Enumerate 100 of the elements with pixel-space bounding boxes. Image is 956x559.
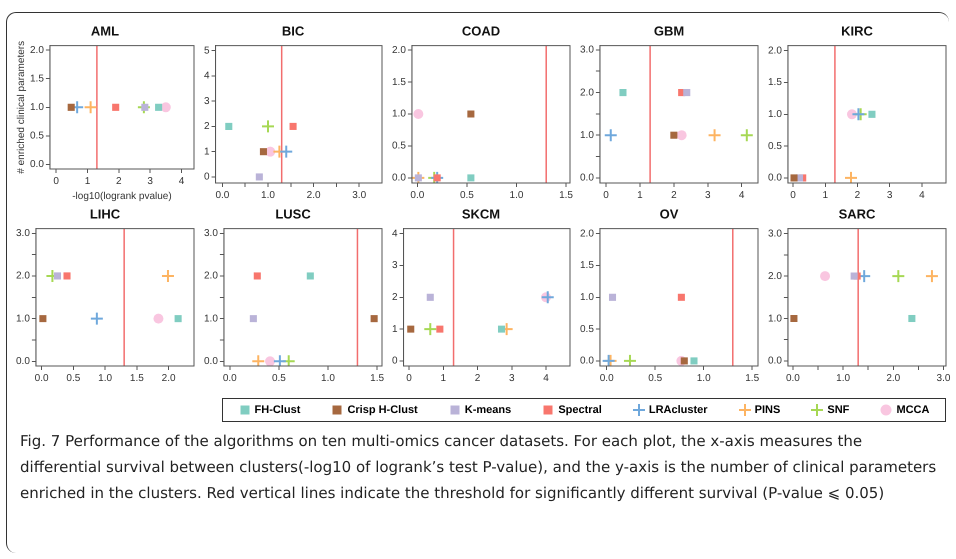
x-tick-label: 1.5 [745,372,760,384]
y-tick-label: 4 [204,70,210,82]
x-tick-label: 2.0 [162,372,176,384]
y-tick-label: 4 [392,228,398,240]
x-tick-label: 3 [705,190,712,201]
x-tick-label: 1 [637,190,644,201]
x-tick-label: 3 [886,190,893,201]
y-tick-label: 2.0 [768,45,782,56]
y-tick-label: 0.5 [392,140,406,152]
x-tick-label: 4 [543,372,550,384]
y-tick-label: 1.0 [580,292,594,304]
y-tick-label: 3.0 [768,228,782,240]
x-axis-title: -log10(logrank pvalue) [72,190,172,202]
x-tick-label: 4 [178,176,185,187]
x-tick-label: 1.0 [261,190,276,201]
y-tick-label: 2.0 [580,87,594,98]
y-tick-label: 1.0 [30,102,44,114]
y-tick-label: 1.5 [768,77,782,88]
y-tick-label: 0.0 [16,356,30,368]
y-tick-label: 2.0 [580,228,594,240]
y-axis-title: # enriched clinical parameters [16,40,27,174]
y-tick-label: 1 [204,146,210,158]
legend-label: SNF [827,404,850,416]
chart-title: GBM [654,23,684,38]
chart-title: COAD [462,23,500,38]
legend-label: LRAcluster [648,404,708,416]
y-tick-label: 1.5 [392,76,406,88]
y-tick-label: 3 [392,260,398,272]
x-tick-label: 0 [53,176,60,187]
legend-label: MCCA [896,404,930,416]
y-tick-label: 1.0 [768,313,782,324]
legend-label: PINS [754,404,780,416]
x-tick-label: 3.0 [352,190,367,201]
x-tick-label: 1.0 [321,372,336,384]
y-tick-label: 2.0 [768,270,782,282]
x-tick-label: 0.0 [410,190,425,201]
x-tick-label: 0.5 [272,372,286,384]
y-tick-label: 2.0 [204,270,218,282]
y-tick-label: 5 [204,45,210,56]
y-tick-label: 1.5 [580,260,594,272]
x-tick-label: 1 [440,372,447,384]
y-tick-label: 0.0 [768,356,782,367]
y-tick-label: 0.5 [768,140,782,152]
y-tick-label: 2 [204,121,210,132]
x-tick-label: 1.0 [836,372,850,384]
x-tick-label: 1.0 [98,372,112,384]
chart-title: LUSC [275,206,312,222]
x-tick-label: 1.5 [559,190,574,201]
chart-title: BIC [282,23,305,38]
y-tick-label: 1.0 [580,130,594,141]
chart-title: OV [660,206,679,222]
x-tick-label: 4 [738,190,745,201]
x-tick-label: 1.0 [510,190,524,201]
y-tick-label: 1.0 [768,109,782,120]
caption: Fig. 7 Performance of the algorithms on ten multi-omics cancer datasets. For each plot, the x-axis measures the differential survival between clusters(-log10 of logrank’s test P-value), and the y-axis is the number of clinical parameters enriched in the clusters. Red vertical lines indicate the threshold for significantly different survival (P-value ⩽ 0.05) [20,431,938,504]
y-tick-label: 0 [392,356,398,367]
legend-label: FH-Clust [254,404,300,416]
x-tick-label: 3 [509,372,515,384]
y-tick-label: 0.0 [580,356,594,367]
y-tick-label: 1.0 [392,108,406,120]
chart-title: AML [90,23,120,38]
y-tick-label: 0.5 [580,324,594,335]
x-tick-label: 2 [671,190,678,201]
x-tick-label: 2 [474,372,481,384]
x-tick-label: 1 [822,190,828,201]
x-tick-label: 0 [603,190,610,201]
x-tick-label: 2.0 [306,190,321,201]
y-tick-label: 1.0 [204,313,218,324]
y-tick-label: 3.0 [580,44,594,56]
x-tick-label: 0 [790,190,796,201]
y-tick-label: 0.0 [30,159,44,170]
legend-label: Crisp H-Clust [347,404,418,416]
legend-label: K-means [464,404,512,416]
legend-label: Spectral [558,404,602,416]
y-tick-label: 0.5 [30,130,44,142]
y-tick-label: 3.0 [204,228,218,240]
y-tick-label: 1.5 [30,73,44,84]
x-tick-label: 0.0 [600,372,614,384]
y-tick-label: 3 [204,96,210,107]
y-tick-label: 2 [392,292,398,304]
y-tick-label: 3.0 [16,228,30,240]
x-tick-label: 3 [147,176,154,187]
y-tick-label: 2.0 [16,270,30,282]
x-tick-label: 2.0 [886,372,901,384]
x-tick-label: 0.5 [66,372,81,384]
x-tick-label: 2 [116,176,122,187]
x-tick-label: 0.0 [786,372,800,384]
x-tick-label: 0.5 [648,372,663,384]
x-tick-label: 1.0 [696,372,712,384]
chart-title: LIHC [90,206,121,222]
x-tick-label: 4 [919,190,926,201]
x-tick-label: 1.5 [370,372,384,384]
y-tick-label: 2.0 [392,44,406,56]
x-tick-label: 2 [854,190,861,201]
x-tick-label: 0.5 [460,190,474,201]
y-tick-label: 1.0 [16,313,30,324]
x-tick-label: 1 [84,176,91,187]
x-tick-label: 3.0 [936,372,951,384]
x-tick-label: 0.0 [222,372,238,384]
y-tick-label: 1 [392,324,398,335]
